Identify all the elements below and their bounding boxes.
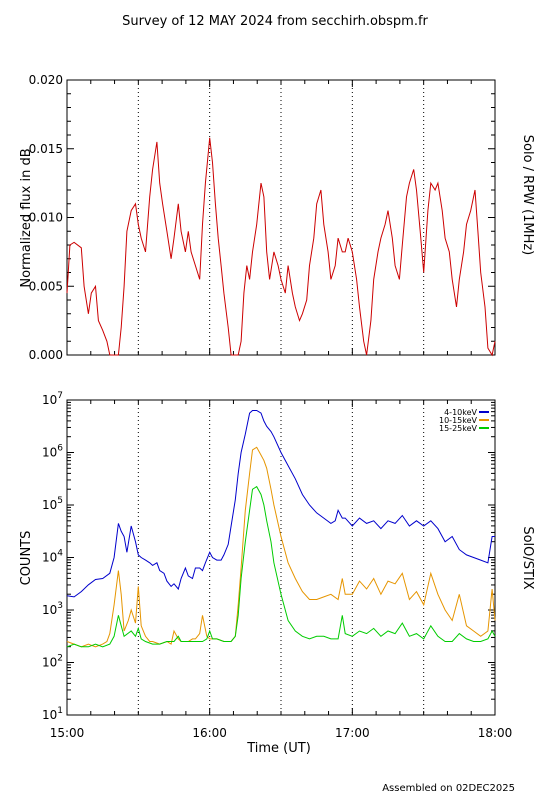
- rpw-side-label: Solo / RPW (1MHz): [520, 135, 535, 256]
- stix-ytick-label-4: 105: [42, 496, 63, 512]
- stix-side-label: SolO/STIX: [520, 526, 535, 589]
- rpw-ytick-label-1: 0.005: [29, 279, 63, 293]
- stix-ylabel: COUNTS: [19, 531, 34, 586]
- stix-xtick-label-1: 16:00: [192, 726, 227, 740]
- stix-series-line-2: [66, 485, 496, 648]
- stix-series-line-1: [66, 446, 496, 648]
- stix-vlines: [137, 400, 425, 715]
- rpw-yticks: 0.000 0.005 0.010 0.015 0.020: [29, 73, 495, 362]
- stix-xtick-label-3: 18:00: [478, 726, 513, 740]
- footer-assembled: Assembled on 02DEC2025: [382, 783, 515, 794]
- rpw-plot-frame: [66, 79, 496, 356]
- stix-series-line-0: [66, 410, 495, 598]
- stix-ytick-label-3: 104: [42, 549, 63, 565]
- stix-xlabel: Time (UT): [246, 741, 311, 756]
- stix-ytick-label-5: 106: [42, 444, 63, 460]
- stix-panel: 101 102 103 104 105 106 107 15:00 16:00 17:00 18:…: [19, 391, 535, 756]
- stix-yticks: 101 102 103 104 105 106 107: [42, 391, 495, 722]
- stix-xticks: 15:00 16:00 17:00 18:00: [50, 400, 513, 740]
- rpw-series: [66, 137, 496, 357]
- rpw-ytick-label-4: 0.020: [29, 73, 63, 87]
- rpw-series-line-0: [66, 137, 496, 357]
- stix-legend-label-0: 4-10keV: [444, 408, 477, 417]
- rpw-ytick-label-3: 0.015: [29, 142, 63, 156]
- rpw-ytick-label-2: 0.010: [29, 211, 63, 225]
- stix-ytick-label-2: 103: [42, 601, 63, 617]
- stix-ytick-label-6: 107: [42, 391, 63, 407]
- stix-series: [66, 410, 496, 648]
- chart-title: Survey of 12 MAY 2024 from secchirh.obsp…: [122, 14, 428, 29]
- rpw-vlines: [137, 80, 425, 355]
- rpw-ytick-label-0: 0.000: [29, 348, 63, 362]
- stix-plot-frame: [66, 399, 496, 716]
- rpw-ylabel: Normalized flux in dB: [19, 148, 34, 287]
- stix-ytick-label-0: 101: [42, 706, 63, 722]
- stix-legend-label-1: 10-15keV: [439, 416, 478, 425]
- stix-xtick-label-0: 15:00: [50, 726, 85, 740]
- rpw-xticks: [66, 80, 496, 355]
- rpw-panel: 0.000 0.005 0.010 0.015 0.020 Normalized flu…: [19, 73, 535, 362]
- stix-ytick-label-1: 102: [42, 654, 63, 670]
- stix-xtick-label-2: 17:00: [335, 726, 370, 740]
- stix-legend-label-2: 15-25keV: [439, 424, 478, 433]
